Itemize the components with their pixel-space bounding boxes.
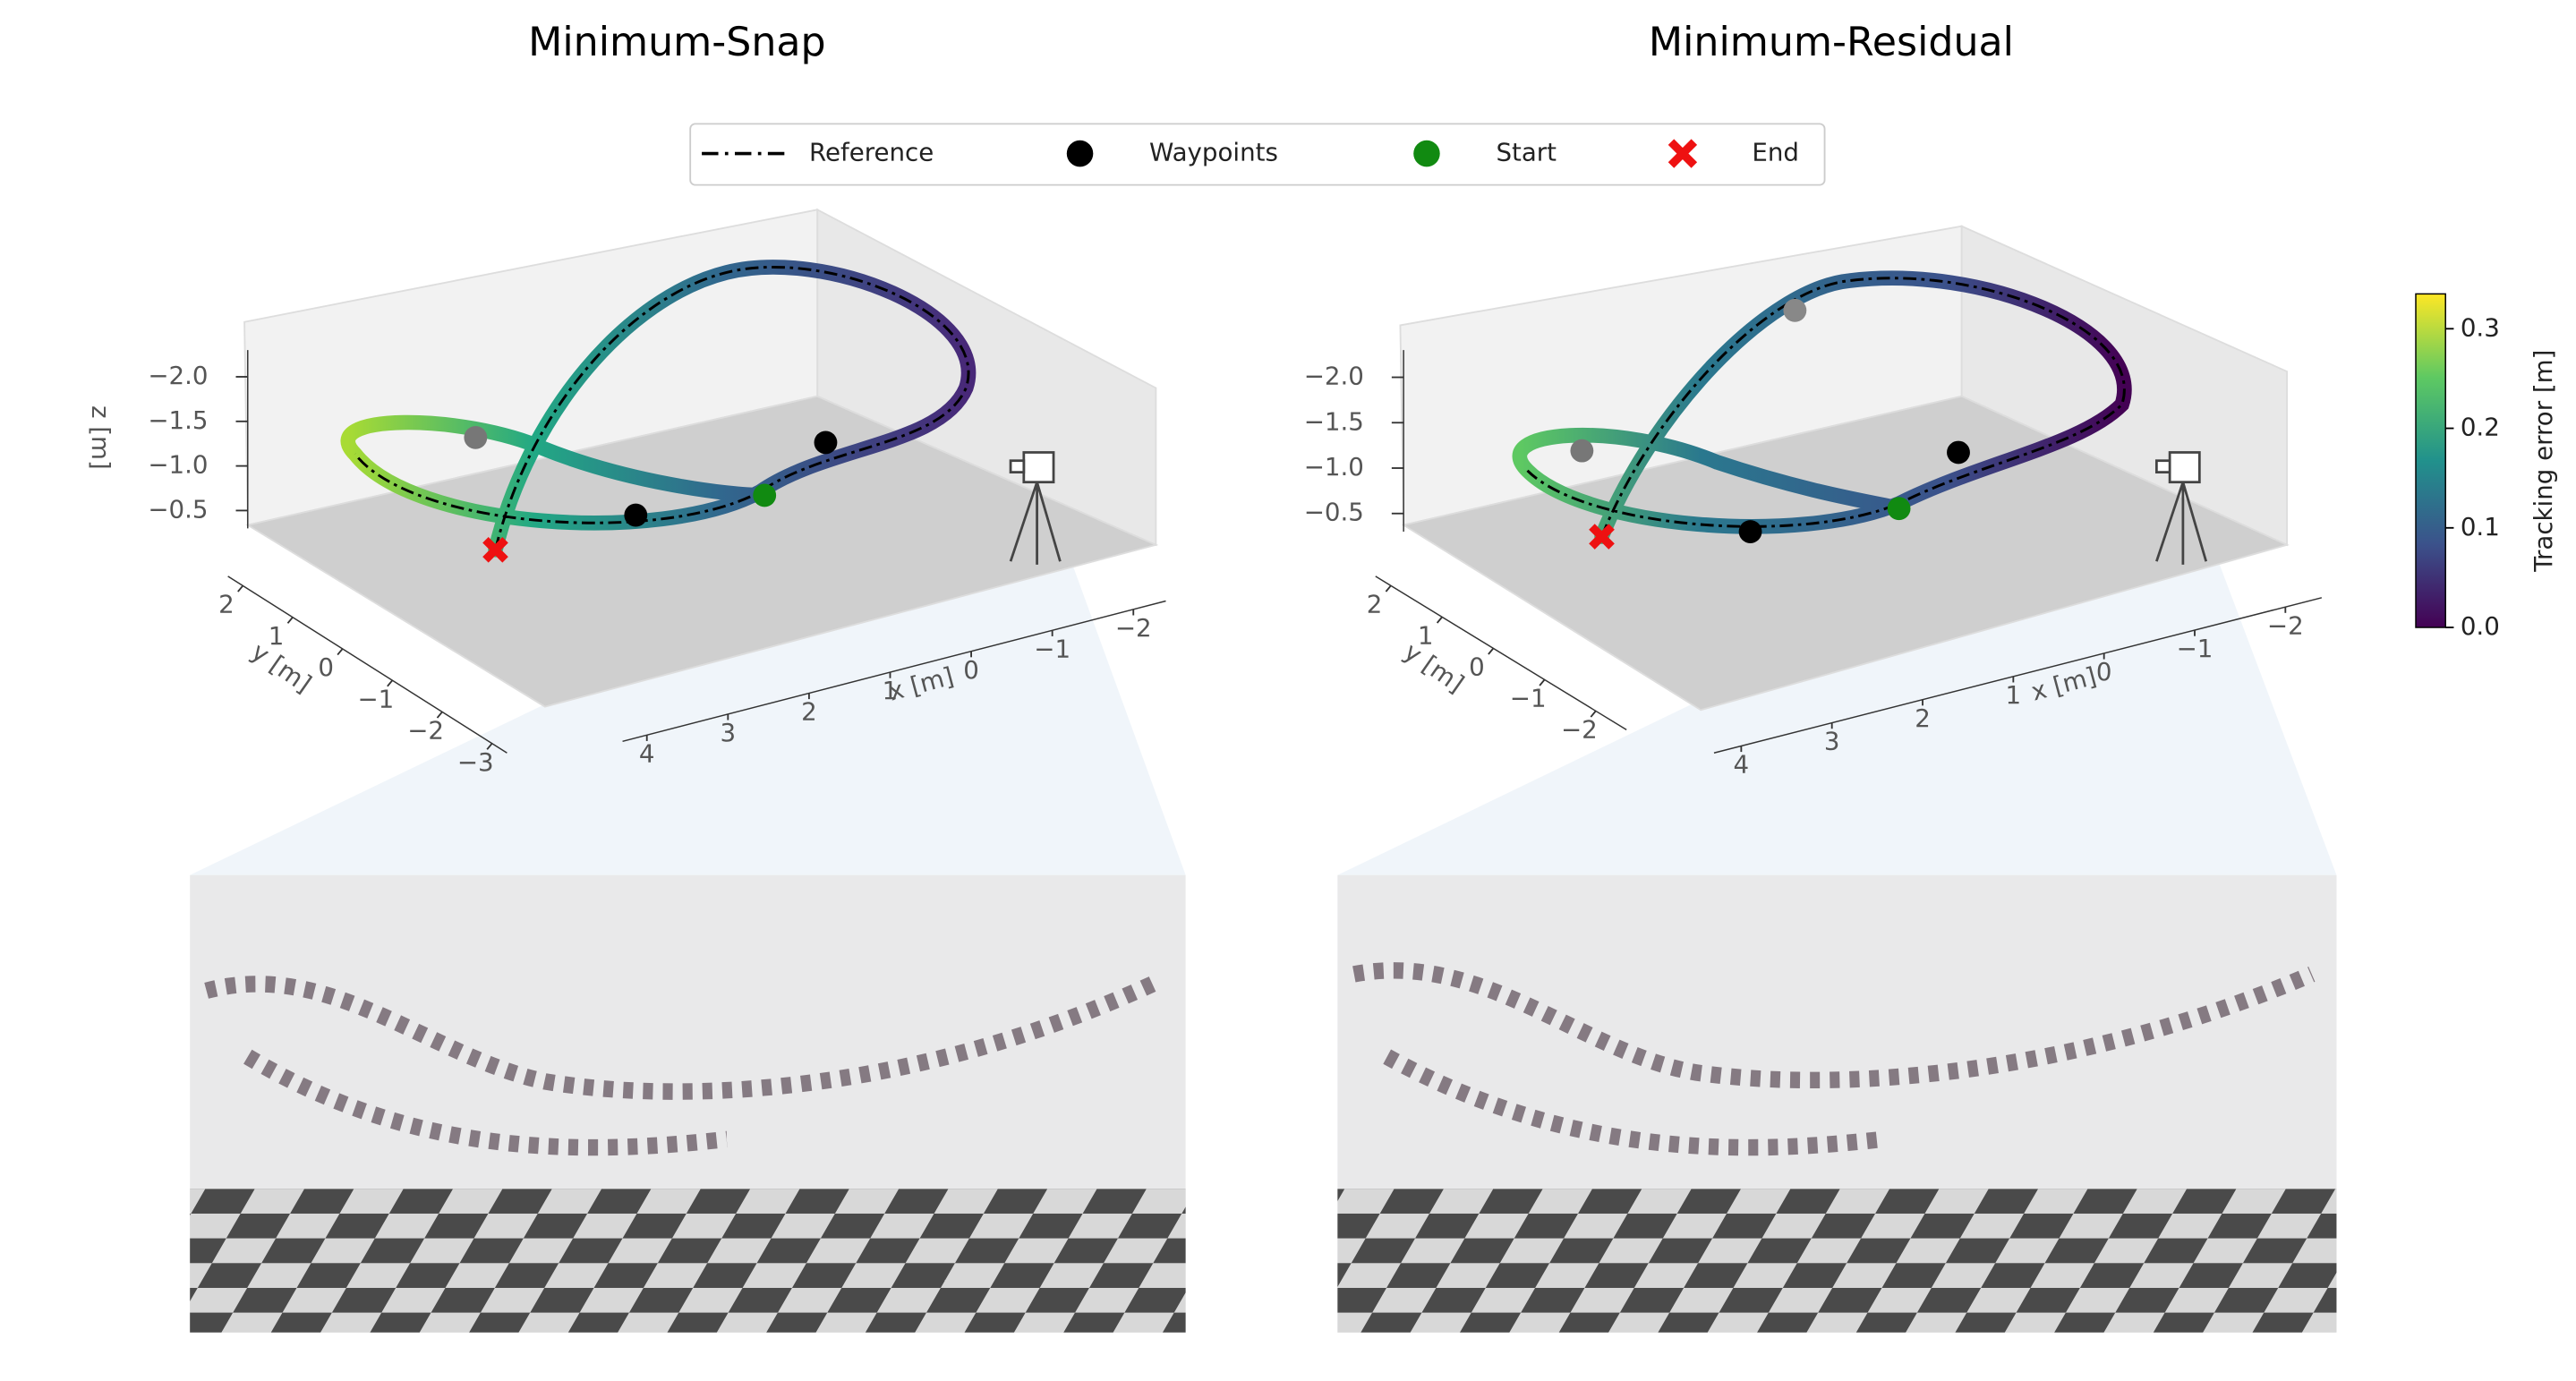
colorbar-tick-label: 0.0 <box>2461 611 2500 641</box>
chart-title: Minimum-Snap <box>528 20 826 65</box>
colorbar <box>2415 293 2446 628</box>
z-tick-label: −1.5 <box>148 405 208 435</box>
x-tick-label: −2 <box>2267 610 2304 640</box>
tick-mark <box>436 711 443 719</box>
tick-mark <box>1385 584 1392 592</box>
tick-mark <box>1590 710 1597 718</box>
y-tick-label: −1 <box>358 684 395 713</box>
tick-mark <box>237 584 244 592</box>
z-tick-label: −1.5 <box>1304 406 1364 436</box>
camera-icon <box>1009 451 2208 565</box>
y-tick-label: 0 <box>318 652 334 682</box>
x-tick-label: 3 <box>721 718 737 747</box>
legend-label: End <box>1752 138 1799 167</box>
y-tick-label: 2 <box>218 590 235 619</box>
x-tick-label: −1 <box>1034 634 1070 663</box>
x-tick-label: −2 <box>1115 613 1152 643</box>
colorbar-tick-label: 0.3 <box>2461 312 2500 342</box>
y-tick-label: −3 <box>457 747 494 777</box>
y-tick-label: −2 <box>407 716 444 746</box>
z-tick-label: −2.0 <box>148 361 208 390</box>
z-tick-label: −1.0 <box>1304 452 1364 482</box>
colorbar-label: Tracking error [m] <box>2529 350 2558 573</box>
x-tick-label: 0 <box>963 655 979 685</box>
tick-mark <box>337 648 344 656</box>
z-tick-label: −2.0 <box>1304 362 1364 391</box>
z-axis-label: z [m] <box>86 405 115 470</box>
x-tick-label: 2 <box>1915 703 1931 733</box>
z-tick-label: −0.5 <box>148 494 208 524</box>
x-tick-label: −1 <box>2177 634 2213 663</box>
x-axis-line <box>1713 597 2323 754</box>
tick-mark <box>1488 647 1495 655</box>
tick-mark <box>387 679 394 687</box>
x-tick-label: 1 <box>2006 680 2022 710</box>
y-tick-label: 1 <box>269 621 285 651</box>
y-axis-label: y [m] <box>1399 636 1470 698</box>
tick-mark <box>1539 678 1546 686</box>
legend-marker <box>1668 139 1698 168</box>
x-tick-label: 4 <box>639 738 655 768</box>
legend <box>689 123 1826 186</box>
tick-mark <box>486 743 493 750</box>
x-tick-label: 3 <box>1824 727 1840 756</box>
x-tick-label: 1 <box>883 676 899 705</box>
legend-marker <box>1066 140 1094 167</box>
legend-label: Reference <box>809 138 934 167</box>
photo <box>190 874 2337 1333</box>
x-tick-label: 2 <box>801 697 817 727</box>
y-tick-label: 1 <box>1418 620 1434 650</box>
legend-label: Waypoints <box>1149 138 1278 167</box>
legend-marker <box>1413 140 1440 167</box>
colorbar-tick-label: 0.2 <box>2461 413 2500 442</box>
z-tick-label: −0.5 <box>1304 498 1364 527</box>
y-tick-label: −2 <box>1561 715 1598 745</box>
chart-title: Minimum-Residual <box>1649 20 2014 65</box>
x-tick-label: 4 <box>1734 750 1750 780</box>
legend-label: Start <box>1496 138 1557 167</box>
tick-mark <box>1436 616 1443 624</box>
markers <box>464 298 1970 563</box>
y-tick-label: −1 <box>1510 684 1547 713</box>
y-tick-label: 0 <box>1469 652 1485 682</box>
x-tick-label: 0 <box>2096 657 2112 686</box>
y-axis-line <box>1375 575 1627 731</box>
z-tick-label: −1.0 <box>148 450 208 480</box>
y-axis-line <box>227 575 508 754</box>
y-tick-label: 2 <box>1367 589 1383 618</box>
colorbar-tick-label: 0.1 <box>2461 512 2500 541</box>
tick-mark <box>286 617 294 624</box>
x-axis-line <box>622 600 1166 743</box>
